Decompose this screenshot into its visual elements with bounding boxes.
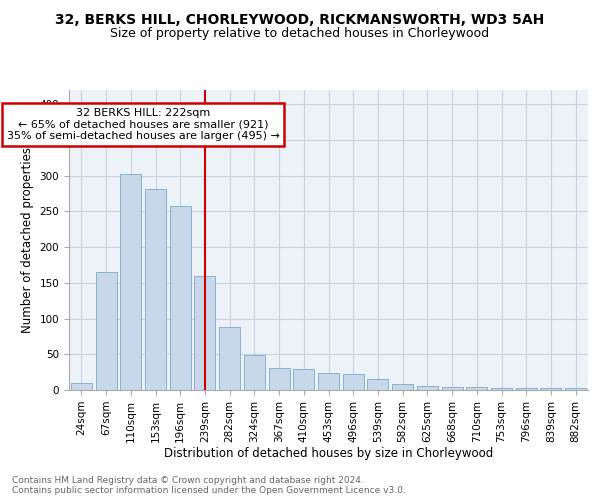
- Bar: [95, 272, 116, 390]
- Text: Size of property relative to detached houses in Chorleywood: Size of property relative to detached ho…: [110, 28, 490, 40]
- Bar: [565, 388, 586, 390]
- X-axis label: Distribution of detached houses by size in Chorleywood: Distribution of detached houses by size …: [164, 448, 493, 460]
- Text: 32, BERKS HILL, CHORLEYWOOD, RICKMANSWORTH, WD3 5AH: 32, BERKS HILL, CHORLEYWOOD, RICKMANSWOR…: [55, 12, 545, 26]
- Bar: [120, 174, 141, 390]
- Text: 32 BERKS HILL: 222sqm
← 65% of detached houses are smaller (921)
35% of semi-det: 32 BERKS HILL: 222sqm ← 65% of detached …: [7, 108, 280, 141]
- Bar: [442, 387, 463, 390]
- Bar: [491, 388, 512, 390]
- Bar: [269, 368, 290, 390]
- Bar: [170, 206, 191, 390]
- Bar: [367, 380, 388, 390]
- Text: Contains HM Land Registry data © Crown copyright and database right 2024.
Contai: Contains HM Land Registry data © Crown c…: [12, 476, 406, 495]
- Bar: [71, 383, 92, 390]
- Bar: [417, 386, 438, 390]
- Bar: [343, 374, 364, 390]
- Bar: [516, 388, 537, 390]
- Bar: [466, 387, 487, 390]
- Y-axis label: Number of detached properties: Number of detached properties: [21, 147, 34, 333]
- Bar: [194, 276, 215, 390]
- Bar: [293, 370, 314, 390]
- Bar: [244, 355, 265, 390]
- Bar: [541, 388, 562, 390]
- Bar: [219, 327, 240, 390]
- Bar: [145, 188, 166, 390]
- Bar: [318, 373, 339, 390]
- Bar: [392, 384, 413, 390]
